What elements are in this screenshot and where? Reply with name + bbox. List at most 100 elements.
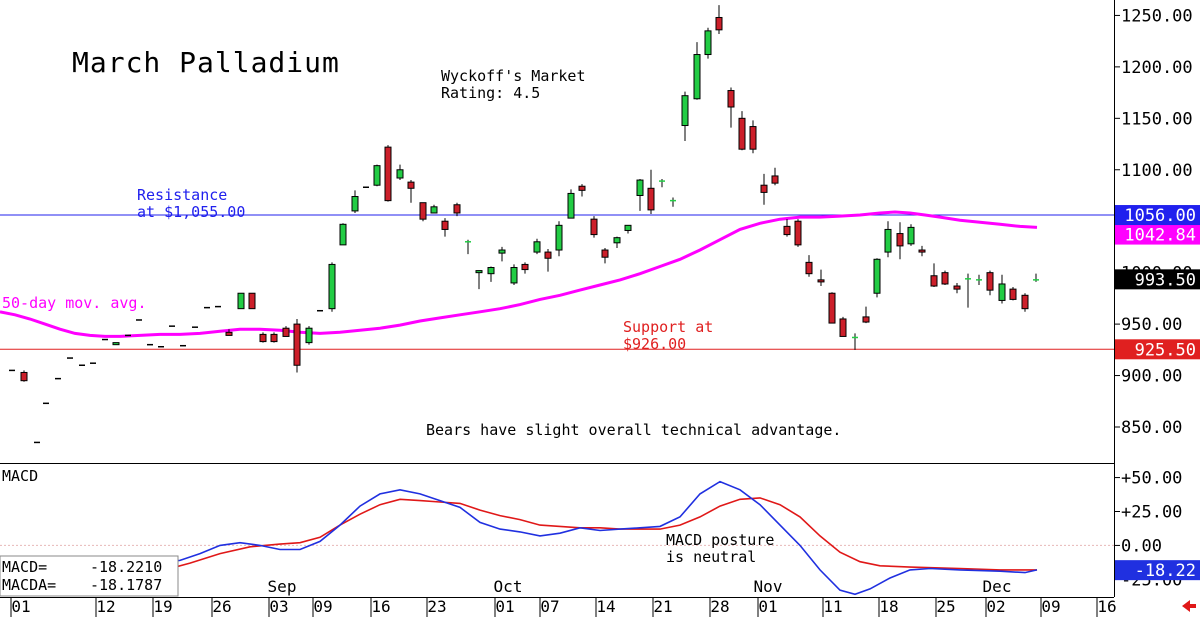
candlestick (590, 216, 598, 238)
macd-readout-box (0, 555, 179, 597)
candlestick (965, 273, 971, 308)
candle-body (601, 249, 609, 258)
last-price-tag-label: 993.50 (1135, 270, 1196, 290)
candle-body (384, 146, 392, 202)
candle-body (693, 54, 701, 100)
candle-body (487, 267, 495, 275)
candle-body (555, 224, 563, 251)
candlestick (270, 332, 278, 343)
candle-body (647, 187, 655, 211)
candle-body (704, 30, 712, 56)
candlestick (396, 164, 404, 181)
candle-body (521, 263, 529, 271)
candlestick (384, 145, 392, 202)
macd-readout-label: MACD= (2, 558, 47, 576)
date-tick-label: 09 (1041, 597, 1060, 616)
candle-body (794, 220, 802, 246)
candlestick (578, 184, 586, 197)
chart-title: March Palladium (72, 46, 340, 79)
candlestick (259, 332, 267, 343)
resistance-label-line2: at $1,055.00 (137, 203, 245, 221)
candle-body (441, 220, 449, 230)
date-tick-label: 01 (495, 597, 514, 616)
date-axis: Sep Oct Nov Dec 01 12 19 26 03 09 16 23 01 07 14 21 28 01… (10, 577, 1117, 617)
candlestick (624, 224, 632, 234)
candle-body (1021, 294, 1029, 310)
candlestick (738, 111, 746, 151)
candle-body (407, 181, 415, 189)
candle-body (918, 249, 926, 253)
rating-label: Wyckoff's Market (441, 67, 586, 85)
candle-body (248, 292, 256, 310)
macd-series-macda (99, 497, 1037, 587)
candle-body (578, 185, 586, 191)
candle-body (907, 226, 915, 245)
macd-tick-label: +25.00 (1121, 503, 1182, 523)
candle-body (20, 371, 28, 382)
date-tick-label: 02 (986, 597, 1005, 616)
candle-body (305, 327, 313, 344)
date-tick-label: 16 (371, 597, 390, 616)
candle-body (567, 192, 575, 219)
macd-lines (99, 480, 1038, 596)
candlestick (918, 245, 926, 257)
candle-body (259, 333, 267, 343)
date-tick-label: 19 (153, 597, 172, 616)
candlestick (373, 164, 381, 187)
date-tick-label: 01 (758, 597, 777, 616)
resistance-tag-bg (1115, 205, 1200, 226)
support-tag-bg (1115, 339, 1200, 360)
scroll-left-arrow-icon[interactable] (1182, 600, 1196, 612)
candle-body (293, 323, 301, 366)
candlestick (704, 27, 712, 59)
candlestick (407, 180, 415, 203)
support-label-line1: Support at (623, 318, 713, 336)
candle-body (590, 218, 598, 236)
candle-body (738, 117, 746, 150)
candle-body (862, 316, 870, 323)
support-label-line2: $926.00 (623, 335, 686, 353)
price-tick-label: 900.00 (1121, 367, 1182, 387)
candle-body (783, 225, 791, 236)
candle-body (749, 126, 757, 150)
candle-body (419, 202, 427, 220)
candle-body (544, 251, 552, 259)
last-price-tag: 993.50 (1115, 269, 1200, 290)
candlestick (1021, 293, 1029, 312)
candlestick (749, 120, 757, 154)
candlestick (760, 173, 768, 205)
candle-body (828, 292, 836, 324)
candle-body (839, 318, 847, 337)
candlestick (441, 218, 449, 237)
candlestick (817, 269, 825, 287)
date-tick-label: 09 (313, 597, 332, 616)
candlestick (783, 219, 791, 237)
candle-body (613, 237, 621, 244)
candle-body (805, 261, 813, 275)
candle-body (430, 206, 438, 214)
candlestick (976, 274, 982, 286)
candlestick (339, 223, 347, 246)
candlestick (475, 270, 483, 290)
candlestick (1033, 273, 1039, 282)
date-tick-label: 18 (879, 597, 898, 616)
candlestick (727, 87, 735, 128)
candle-body (873, 258, 881, 294)
candlestick (533, 238, 541, 255)
candlestick (282, 326, 290, 337)
candlestick (521, 262, 529, 274)
candle-body (237, 292, 245, 310)
moving-average-tag-label: 1042.84 (1124, 226, 1196, 246)
candle-body (727, 90, 735, 108)
candlestick (907, 224, 915, 246)
date-tick-label: 25 (936, 597, 955, 616)
month-label: Dec (983, 577, 1012, 596)
candlestick (453, 202, 461, 217)
candlestick (636, 179, 644, 211)
candlestick (601, 247, 609, 264)
date-tick-label: 01 (11, 597, 30, 616)
price-tick-label: 850.00 (1121, 418, 1182, 438)
candlestick (510, 264, 518, 286)
resistance-label-line1: Resistance (137, 186, 227, 204)
